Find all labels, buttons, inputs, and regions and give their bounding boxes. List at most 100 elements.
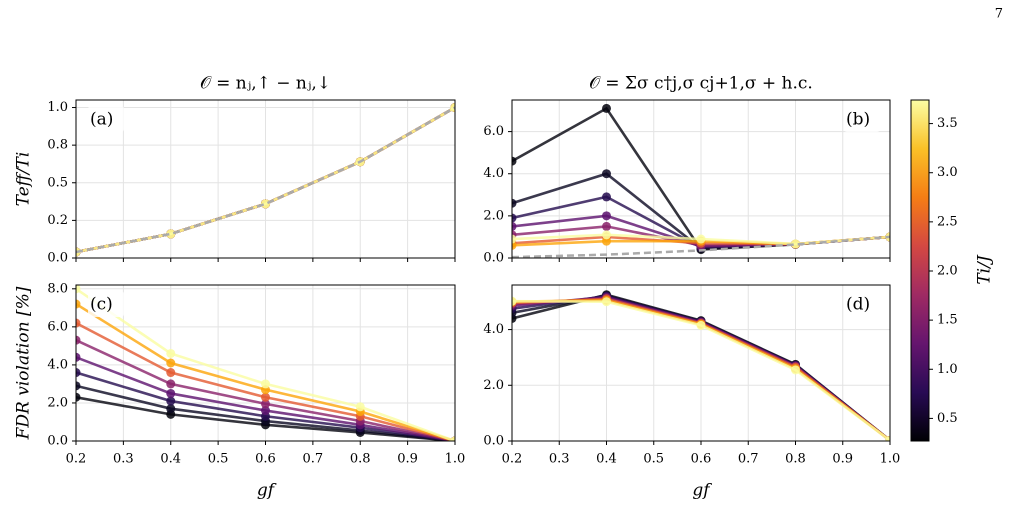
x-tick-label: 0.2 <box>502 452 523 467</box>
marker <box>76 381 81 391</box>
y-axis-label: Teff/Ti <box>14 152 34 207</box>
x-tick-label: 0.4 <box>160 452 181 467</box>
marker <box>261 379 270 389</box>
y-tick-label: 0.0 <box>483 251 504 266</box>
x-tick-label: 0.8 <box>785 452 806 467</box>
x-tick-label: 1.0 <box>880 452 901 467</box>
marker <box>602 211 611 221</box>
marker <box>512 296 517 306</box>
marker <box>512 198 517 208</box>
marker <box>791 239 800 249</box>
marker <box>76 335 81 345</box>
y-tick-label: 6.0 <box>483 124 504 139</box>
marker <box>791 365 800 375</box>
y-tick-label: 0.0 <box>47 434 68 449</box>
panel-label: (d) <box>846 295 870 315</box>
colorbar-tick-label: 2.0 <box>937 263 958 278</box>
y-axis-label: FDR violation [%] <box>14 286 34 440</box>
plot-area <box>512 103 890 258</box>
reference-line <box>512 235 890 258</box>
y-tick-label: 4.0 <box>483 322 504 337</box>
panel-label-bg <box>844 291 880 317</box>
x-axis-label: gf <box>257 481 277 501</box>
y-tick-label: 2.0 <box>483 378 504 393</box>
marker <box>512 156 517 166</box>
x-axis-label: gf <box>692 481 712 501</box>
x-tick-label: 0.7 <box>303 452 324 467</box>
y-tick-label: 0.8 <box>47 138 68 153</box>
marker <box>450 436 455 441</box>
marker <box>696 234 706 244</box>
marker <box>696 320 706 330</box>
x-tick-label: 0.2 <box>66 452 87 467</box>
marker <box>166 396 176 406</box>
panel-label-bg <box>88 291 124 317</box>
x-tick-label: 0.9 <box>832 452 853 467</box>
marker <box>602 297 611 307</box>
marker <box>166 229 176 239</box>
marker <box>76 285 81 294</box>
x-tick-label: 0.5 <box>643 452 664 467</box>
y-tick-label: 1.0 <box>47 100 68 115</box>
x-tick-label: 1.0 <box>445 452 466 467</box>
plot-area <box>76 103 455 257</box>
marker <box>166 404 176 414</box>
marker <box>602 221 611 231</box>
x-tick-label: 0.9 <box>397 452 418 467</box>
colorbar-tick-label: 1.5 <box>937 313 958 328</box>
reference-line <box>76 106 455 254</box>
panel-label: (b) <box>846 110 870 130</box>
marker <box>512 234 517 244</box>
y-tick-label: 8.0 <box>47 281 68 296</box>
x-tick-label: 0.6 <box>255 452 276 467</box>
y-tick-label: 0.5 <box>47 175 68 190</box>
x-tick-label: 0.4 <box>596 452 617 467</box>
marker <box>355 402 365 412</box>
marker <box>76 392 81 402</box>
y-tick-label: 0.0 <box>47 251 68 266</box>
y-tick-label: 2.0 <box>483 208 504 223</box>
marker <box>261 399 270 409</box>
marker <box>512 213 517 223</box>
colorbar-tick-label: 3.0 <box>937 165 958 180</box>
axes-frame <box>75 284 456 442</box>
marker <box>261 406 270 416</box>
axes-frame <box>511 99 891 259</box>
marker <box>166 348 176 358</box>
colorbar-tick-label: 0.5 <box>937 411 958 426</box>
colorbar-tick-label: 3.5 <box>937 116 958 131</box>
colorbar-label: Ti/J <box>975 254 995 285</box>
plot-area <box>512 290 890 441</box>
marker <box>602 236 611 246</box>
x-tick-label: 0.5 <box>208 452 229 467</box>
marker <box>76 318 81 328</box>
colorbar-tick-label: 2.5 <box>937 214 958 229</box>
marker <box>166 358 176 368</box>
x-tick-label: 0.7 <box>738 452 759 467</box>
y-tick-label: 2.0 <box>47 395 68 410</box>
panel-label-bg <box>88 106 124 132</box>
panel-label: (a) <box>90 110 113 130</box>
marker <box>261 392 270 402</box>
marker <box>76 352 81 362</box>
y-tick-label: 0.0 <box>483 434 504 449</box>
marker <box>166 388 176 398</box>
panel-title: 𝒪 = nⱼ,↑ − nⱼ,↓ <box>200 74 331 94</box>
marker <box>602 230 611 240</box>
x-tick-label: 0.8 <box>350 452 371 467</box>
panel-label: (c) <box>90 295 113 315</box>
marker <box>76 368 81 378</box>
marker <box>602 103 611 113</box>
y-tick-label: 4.0 <box>483 166 504 181</box>
x-tick-label: 0.3 <box>549 452 570 467</box>
page-number: 7 <box>995 7 1003 22</box>
x-tick-label: 0.6 <box>691 452 712 467</box>
colorbar-tick-label: 1.0 <box>937 362 958 377</box>
axes-frame <box>511 284 891 442</box>
y-tick-label: 0.2 <box>47 213 68 228</box>
x-tick-label: 0.3 <box>113 452 134 467</box>
marker <box>512 221 517 231</box>
marker <box>76 299 81 309</box>
marker <box>166 368 176 378</box>
